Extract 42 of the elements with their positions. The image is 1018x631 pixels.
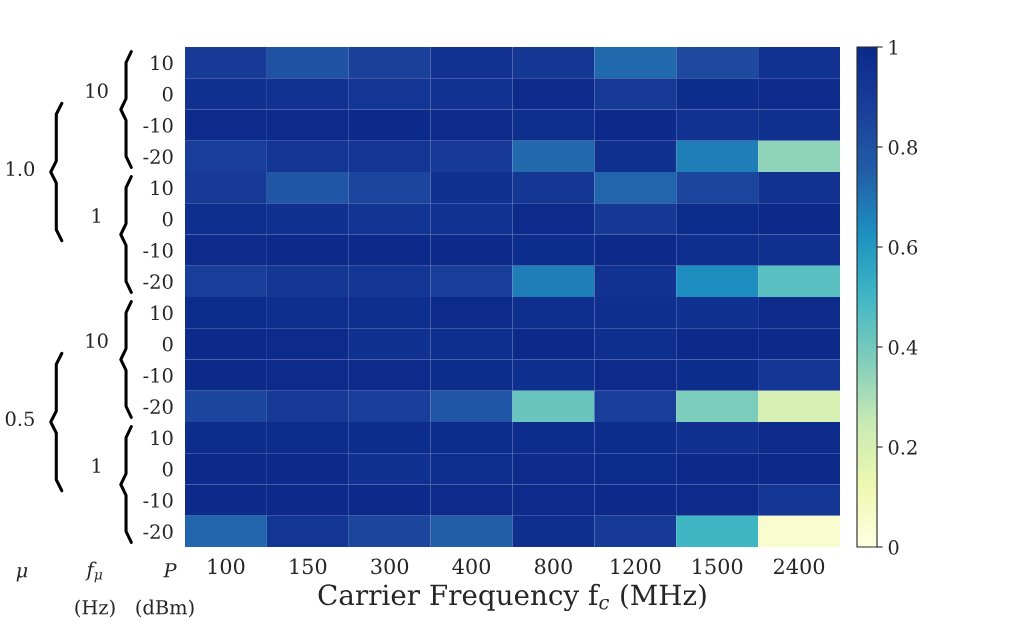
x-axis-title: Carrier Frequency f$_{c}$ (MHz) (318, 583, 706, 612)
y-tick-label: -10 (143, 118, 173, 133)
color-bar-label: 0 (888, 539, 899, 555)
y-tick-label: -20 (143, 524, 173, 540)
y-tick-label: -20 (143, 149, 173, 165)
color-bar-label: 0.2 (888, 439, 917, 455)
text: 1 (92, 458, 100, 473)
y-tick-label: -10 (143, 243, 173, 258)
text: P (163, 563, 177, 578)
text: 1 (92, 208, 100, 223)
y-tick-label: -20 (143, 399, 173, 415)
y-tick-label: -10 (143, 493, 173, 508)
y-tick-label: 0 (162, 211, 173, 227)
text: μ (16, 567, 28, 582)
text: (dBm) (136, 599, 194, 618)
y-tick-label: 10 (151, 430, 173, 446)
x-tick-label: 1200 (611, 558, 661, 575)
color-bar-label: 1 (889, 39, 898, 55)
x-tick-label: 150 (290, 558, 327, 575)
text: 10 (86, 83, 108, 98)
x-tick-label: 800 (534, 558, 572, 575)
y-tick-label: 10 (151, 305, 173, 321)
text: 0.5 (5, 411, 34, 427)
x-tick-label: 2400 (773, 558, 825, 575)
y-tick-label: 0 (162, 336, 173, 352)
y-tick-label: 0 (162, 461, 173, 477)
text: 10 (86, 333, 108, 348)
x-tick-label: 1500 (693, 558, 743, 575)
y-tick-label: 10 (151, 180, 173, 196)
text: 1.0 (6, 161, 35, 177)
y-tick-label: -10 (143, 368, 173, 383)
text: f$_{μ}$ (85, 561, 103, 583)
x-tick-label: 100 (208, 558, 245, 575)
color-bar-label: 0.6 (888, 239, 918, 255)
y-tick-label: -20 (143, 274, 173, 290)
y-tick-label: 0 (162, 86, 173, 102)
color-bar-label: 0.8 (888, 139, 918, 155)
color-bar-label: 0.4 (888, 339, 918, 355)
y-tick-label: 10 (151, 55, 173, 71)
x-tick-label: 400 (452, 558, 491, 575)
x-tick-label: 300 (371, 558, 409, 575)
text: (Hz) (75, 599, 115, 618)
